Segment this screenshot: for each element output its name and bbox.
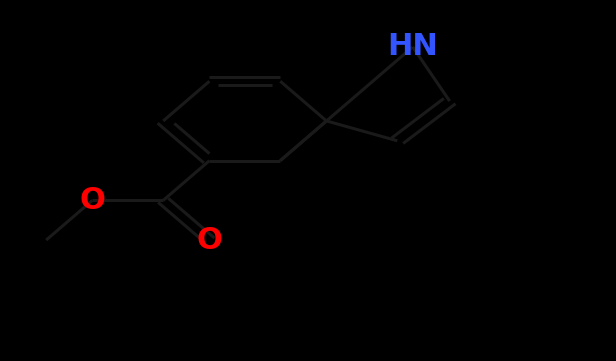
Text: O: O: [79, 186, 105, 215]
Text: O: O: [197, 226, 222, 255]
Text: HN: HN: [387, 32, 438, 61]
